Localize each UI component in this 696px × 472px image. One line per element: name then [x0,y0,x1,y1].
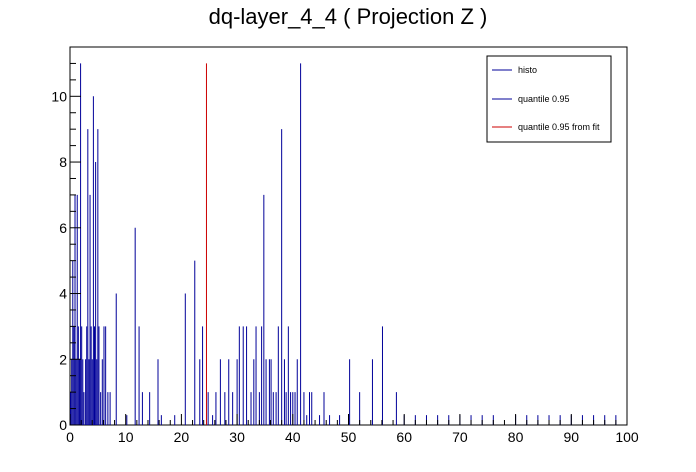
x-tick-label: 0 [66,429,74,445]
chart-title: dq-layer_4_4 ( Projection Z ) [209,4,488,29]
x-tick-label: 100 [615,429,639,445]
y-tick-label: 10 [51,88,67,104]
x-tick-label: 40 [285,429,301,445]
x-tick-label: 10 [118,429,134,445]
y-tick-label: 4 [59,286,67,302]
x-tick-label: 60 [396,429,412,445]
x-tick-label: 80 [508,429,524,445]
legend-label-quantile-fit: quantile 0.95 from fit [518,122,600,132]
y-tick-label: 8 [59,154,67,170]
x-tick-label: 20 [174,429,190,445]
y-axis: 0 2 4 6 8 10 [51,62,81,433]
y-tick-label: 0 [59,417,67,433]
x-axis: 0 10 20 30 40 50 60 70 80 90 100 [66,414,639,445]
x-tick-label: 50 [341,429,357,445]
x-tick-label: 30 [229,429,245,445]
x-tick-label: 70 [452,429,468,445]
legend: histo quantile 0.95 quantile 0.95 from f… [486,55,612,143]
x-tick-label: 90 [564,429,580,445]
legend-label-histo: histo [518,65,537,75]
y-tick-label: 6 [59,220,67,236]
y-tick-label: 2 [59,351,67,367]
legend-label-quantile: quantile 0.95 [518,94,570,104]
